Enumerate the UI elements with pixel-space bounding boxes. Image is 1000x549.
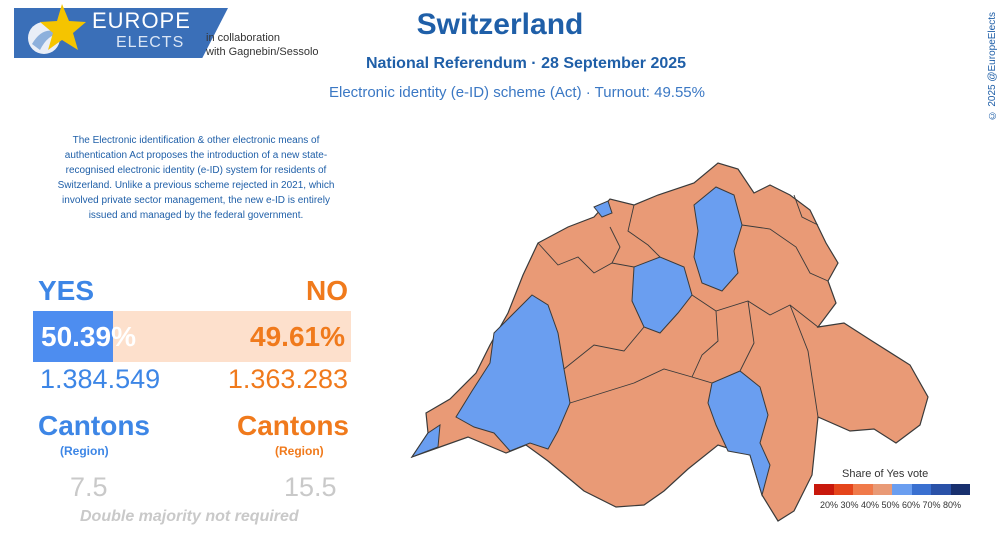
legend-swatch	[911, 484, 931, 495]
map-yes-region-lucerne	[631, 256, 693, 334]
legend-tick-label: 40%	[861, 500, 880, 510]
legend-title: Share of Yes vote	[842, 468, 929, 480]
legend-swatch	[892, 484, 912, 495]
question-subtitle: Electronic identity (e-ID) scheme (Act) …	[329, 84, 705, 101]
collab-line-1: in collaboration	[206, 32, 280, 44]
cantons-yes-count: 7.5	[70, 472, 108, 502]
map-yes-region-basel	[593, 200, 613, 218]
yes-label: YES	[38, 275, 95, 306]
yes-share-bar	[33, 311, 114, 362]
copyright-note: © 2025 @EuropeElects	[987, 12, 998, 121]
collab-line-2: with Gagnebin/Sessolo	[206, 46, 319, 58]
no-votes: 1.363.283	[227, 364, 348, 394]
legend-swatch	[950, 484, 970, 495]
majority-note: Double majority not required	[80, 508, 299, 525]
no-label: NO	[306, 275, 348, 306]
collaboration-note: in collaboration with Gagnebin/Sessolo	[206, 31, 319, 59]
map-canton-borders	[537, 194, 829, 418]
legend-tick-label: 60%	[902, 500, 921, 510]
legend-ticks: 20% 30% 40% 50% 60% 70% 80%	[820, 500, 964, 510]
map-yes-region-west	[455, 294, 571, 452]
legend-tick-label: 30%	[840, 500, 859, 510]
legend-tick-label: 80%	[943, 500, 962, 510]
yes-votes: 1.384.549	[40, 364, 161, 394]
result-bar: 50.39% 49.61%	[33, 311, 351, 362]
referendum-description: The Electronic identification & other el…	[57, 135, 335, 221]
region-yes-label: (Region)	[60, 444, 109, 458]
region-no-label: (Region)	[275, 444, 324, 458]
legend-swatch	[872, 484, 892, 495]
referendum-subtitle: National Referendum · 28 September 2025	[365, 55, 687, 72]
map-yes-region-ticino	[707, 370, 771, 497]
legend-tick-label: 70%	[922, 500, 941, 510]
yes-percentage: 50.39%	[41, 321, 136, 352]
legend-swatch	[853, 484, 873, 495]
logo-star-icon	[28, 4, 86, 54]
map-yes-region-zurich	[693, 186, 743, 292]
legend-swatch	[833, 484, 853, 495]
page-title: Switzerland	[416, 8, 584, 41]
logo-text-elects: ELECTS	[116, 34, 185, 51]
cantons-yes-label: Cantons	[38, 410, 150, 441]
legend-swatch	[814, 484, 834, 495]
no-percentage: 49.61%	[250, 321, 345, 352]
switzerland-map	[410, 162, 929, 522]
cantons-no-count: 15.5	[284, 472, 337, 502]
logo-text-europe: EUROPE	[92, 8, 191, 33]
legend-swatch	[931, 484, 951, 495]
legend-swatches	[814, 484, 970, 495]
map-yes-region-geneva	[410, 424, 441, 459]
legend-tick-label: 50%	[881, 500, 900, 510]
legend-tick-label: 20%	[820, 500, 839, 510]
cantons-no-label: Cantons	[237, 410, 349, 441]
